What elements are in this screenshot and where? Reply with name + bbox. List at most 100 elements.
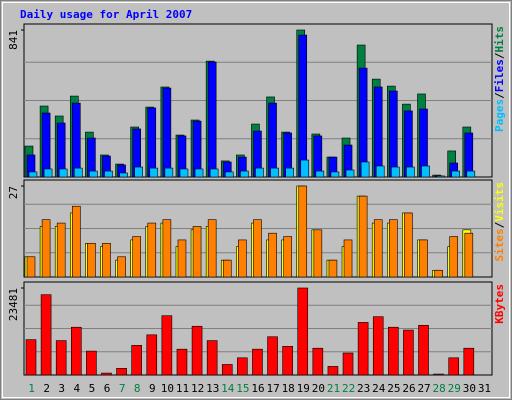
bar <box>404 212 413 278</box>
bar <box>86 350 97 376</box>
x-tick-label: 7 <box>119 382 126 395</box>
bar <box>176 348 188 376</box>
bar <box>131 345 142 376</box>
bar <box>179 168 189 178</box>
bar <box>26 256 36 278</box>
y-tick-label: 27 <box>7 186 20 199</box>
bar <box>419 239 428 278</box>
x-tick-label: 1 <box>28 382 35 395</box>
x-tick-label: 17 <box>266 382 279 395</box>
bar <box>297 287 309 376</box>
bar <box>206 340 218 376</box>
chart-title: Daily usage for April 2007 <box>20 8 192 21</box>
bar <box>388 326 399 376</box>
bar <box>146 334 158 376</box>
bar <box>373 219 383 278</box>
bar <box>255 167 264 178</box>
bar <box>345 169 355 178</box>
bar <box>436 175 445 178</box>
bar <box>41 112 51 178</box>
x-tick-label: 6 <box>104 382 111 395</box>
bar <box>434 269 443 278</box>
x-tick-label: 31 <box>478 382 491 395</box>
bar <box>389 219 398 278</box>
bar <box>298 185 308 278</box>
bar <box>343 239 353 278</box>
bar <box>222 259 232 278</box>
bar <box>237 357 248 376</box>
bar <box>25 339 37 376</box>
bar <box>40 294 52 376</box>
bar <box>117 256 126 278</box>
bar <box>87 242 96 278</box>
x-tick-label: 23 <box>357 382 370 395</box>
bar <box>116 367 127 376</box>
bar <box>192 120 202 178</box>
bar <box>328 259 338 278</box>
x-tick-label: 14 <box>221 382 235 395</box>
bar <box>375 165 385 178</box>
x-tick-label: 15 <box>236 382 249 395</box>
x-tick-label: 10 <box>161 382 174 395</box>
bar <box>298 34 308 178</box>
x-tick-label: 28 <box>433 382 446 395</box>
legend-entry: Visits <box>493 182 506 222</box>
bar <box>89 170 98 178</box>
x-tick-label: 5 <box>89 382 96 395</box>
bar <box>463 347 475 376</box>
bar <box>194 168 204 178</box>
bar <box>162 87 172 178</box>
x-tick-label: 26 <box>402 382 415 395</box>
legend: Sites/Visits <box>493 182 506 262</box>
bar <box>104 170 113 178</box>
x-tick-label: 4 <box>74 382 81 395</box>
bar <box>101 372 112 376</box>
bar <box>268 102 277 178</box>
legend-entry: Pages <box>493 99 506 132</box>
bar <box>330 171 340 178</box>
bar <box>373 86 383 178</box>
x-tick-label: 27 <box>417 382 430 395</box>
bar <box>327 366 339 376</box>
bar <box>358 195 368 278</box>
bar <box>372 316 384 376</box>
bar <box>252 348 263 376</box>
bar <box>147 222 157 278</box>
x-tick-label: 2 <box>43 382 50 395</box>
bar <box>313 229 323 278</box>
bar <box>391 166 400 178</box>
bar <box>73 167 83 178</box>
bar <box>191 325 203 376</box>
x-tick-label: 20 <box>312 382 325 395</box>
bar <box>134 166 143 178</box>
bar <box>342 352 354 376</box>
bar <box>207 61 217 178</box>
x-tick-label: 3 <box>58 382 65 395</box>
bar <box>102 242 111 278</box>
bar <box>207 219 217 278</box>
x-tick-label: 11 <box>176 382 189 395</box>
bar <box>357 322 369 376</box>
bar <box>312 347 324 376</box>
y-tick-label: 23481 <box>7 288 20 321</box>
bar <box>433 373 444 376</box>
legend-entry: Sites <box>493 228 506 261</box>
x-tick-label: 9 <box>149 382 156 395</box>
bar <box>119 172 128 178</box>
x-tick-label: 24 <box>372 382 386 395</box>
bar <box>149 167 159 178</box>
x-tick-label: 16 <box>251 382 264 395</box>
bar <box>421 165 430 178</box>
bar <box>71 205 81 278</box>
bar <box>268 232 277 278</box>
bar <box>282 346 293 376</box>
bar <box>164 167 174 178</box>
x-tick-label: 29 <box>448 382 461 395</box>
legend-separator: / <box>493 92 506 99</box>
bar <box>224 171 234 178</box>
bar <box>147 107 157 178</box>
bar <box>41 219 51 278</box>
x-tick-label: 12 <box>191 382 204 395</box>
bar <box>238 239 247 278</box>
